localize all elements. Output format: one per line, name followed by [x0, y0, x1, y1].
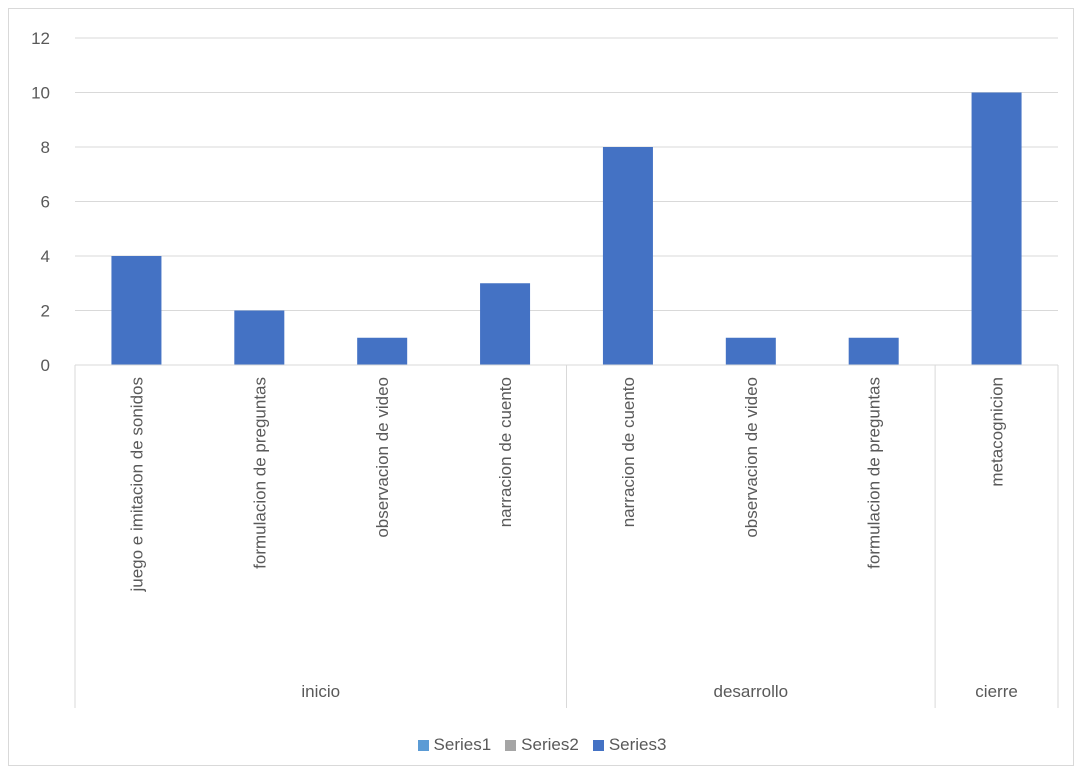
bar — [725, 337, 776, 365]
bar — [234, 310, 285, 365]
category-label: observacion de video — [742, 377, 761, 538]
bar — [111, 256, 162, 365]
chart-frame — [8, 8, 1074, 766]
group-label: desarrollo — [713, 682, 788, 701]
category-label: formulacion de preguntas — [250, 377, 269, 569]
legend: Series1 Series2 Series3 — [0, 735, 1084, 755]
bar — [480, 283, 531, 365]
legend-swatch-series1 — [417, 739, 429, 751]
y-tick-label: 6 — [41, 193, 50, 212]
legend-label-series2: Series2 — [521, 735, 579, 754]
legend-item-series2: Series2 — [505, 735, 579, 755]
category-label: formulacion de preguntas — [865, 377, 884, 569]
legend-swatch-series3 — [592, 739, 604, 751]
y-tick-label: 10 — [31, 84, 50, 103]
category-label: narracion de cuento — [619, 377, 638, 527]
group-label: inicio — [301, 682, 340, 701]
bar — [971, 92, 1022, 365]
group-label: cierre — [975, 682, 1018, 701]
legend-item-series1: Series1 — [417, 735, 492, 755]
bar — [848, 337, 899, 365]
category-label: juego e imitacion de sonidos — [127, 377, 146, 593]
legend-swatch-series2 — [505, 739, 517, 751]
category-label: narracion de cuento — [496, 377, 515, 527]
y-tick-label: 0 — [41, 356, 50, 375]
y-tick-label: 12 — [31, 29, 50, 48]
legend-item-series3: Series3 — [592, 735, 667, 755]
category-label: observacion de video — [373, 377, 392, 538]
y-tick-label: 8 — [41, 138, 50, 157]
y-tick-label: 4 — [41, 247, 50, 266]
bar — [602, 147, 653, 365]
y-tick-label: 2 — [41, 302, 50, 321]
bar — [357, 337, 408, 365]
legend-label-series1: Series1 — [433, 735, 492, 754]
legend-label-series3: Series3 — [608, 735, 667, 754]
category-label: metacognicion — [988, 377, 1007, 487]
